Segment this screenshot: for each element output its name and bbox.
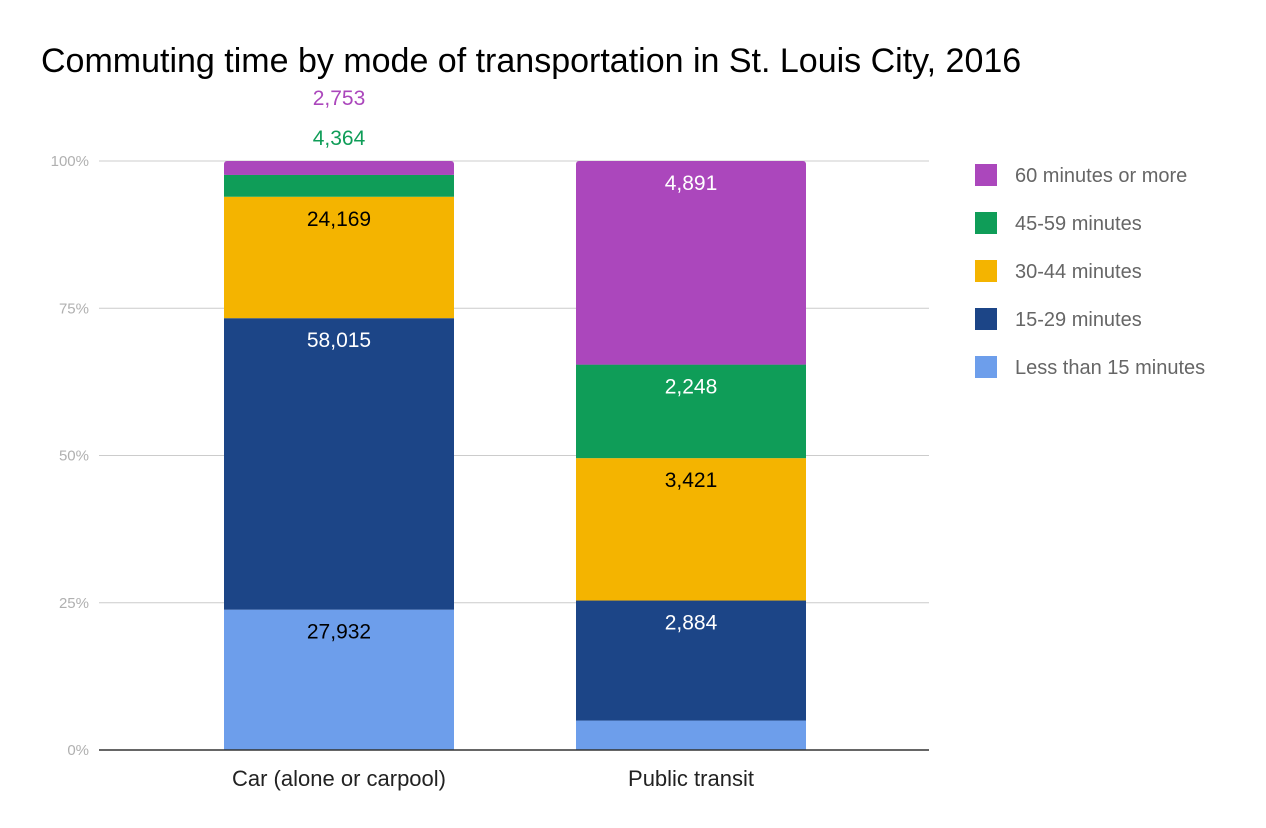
data-label: 58,015 [307, 329, 371, 352]
legend-label: 15-29 minutes [1015, 309, 1142, 331]
y-tick-label: 75% [59, 300, 89, 317]
legend-swatch [975, 308, 997, 330]
y-tick-label: 0% [67, 742, 89, 759]
bar-segment [224, 174, 454, 197]
legend-swatch [975, 212, 997, 234]
y-tick-label: 25% [59, 595, 89, 612]
data-label: 24,169 [307, 208, 371, 231]
bar-segment [576, 600, 806, 721]
legend-label: 45-59 minutes [1015, 213, 1142, 235]
x-category-label: Public transit [628, 766, 754, 791]
legend-label: Less than 15 minutes [1015, 357, 1205, 379]
bar-segment [576, 458, 806, 601]
data-label: 4,891 [665, 172, 718, 195]
legend-swatch [975, 356, 997, 378]
data-label: 3,421 [665, 469, 718, 492]
legend-label: 30-44 minutes [1015, 261, 1142, 283]
bar-segment [576, 720, 806, 750]
bar-segment [576, 364, 806, 459]
x-category-label: Car (alone or carpool) [232, 766, 446, 791]
bar-segment-fill [224, 164, 454, 175]
bar-segment-fill [576, 164, 806, 365]
data-label: 2,753 [313, 87, 366, 110]
y-tick-label: 50% [59, 448, 89, 465]
legend-swatch [975, 260, 997, 282]
data-label: 2,248 [665, 376, 718, 399]
bar-segment [224, 318, 454, 610]
legend-label: 60 minutes or more [1015, 165, 1187, 187]
data-label: 4,364 [313, 127, 366, 150]
data-label: 2,884 [665, 612, 718, 635]
bar-segment [224, 609, 454, 750]
y-tick-label: 100% [51, 153, 89, 170]
bar-segment [224, 196, 454, 319]
data-label: 27,932 [307, 621, 371, 644]
legend-swatch [975, 164, 997, 186]
chart-title: Commuting time by mode of transportation… [41, 42, 1022, 80]
